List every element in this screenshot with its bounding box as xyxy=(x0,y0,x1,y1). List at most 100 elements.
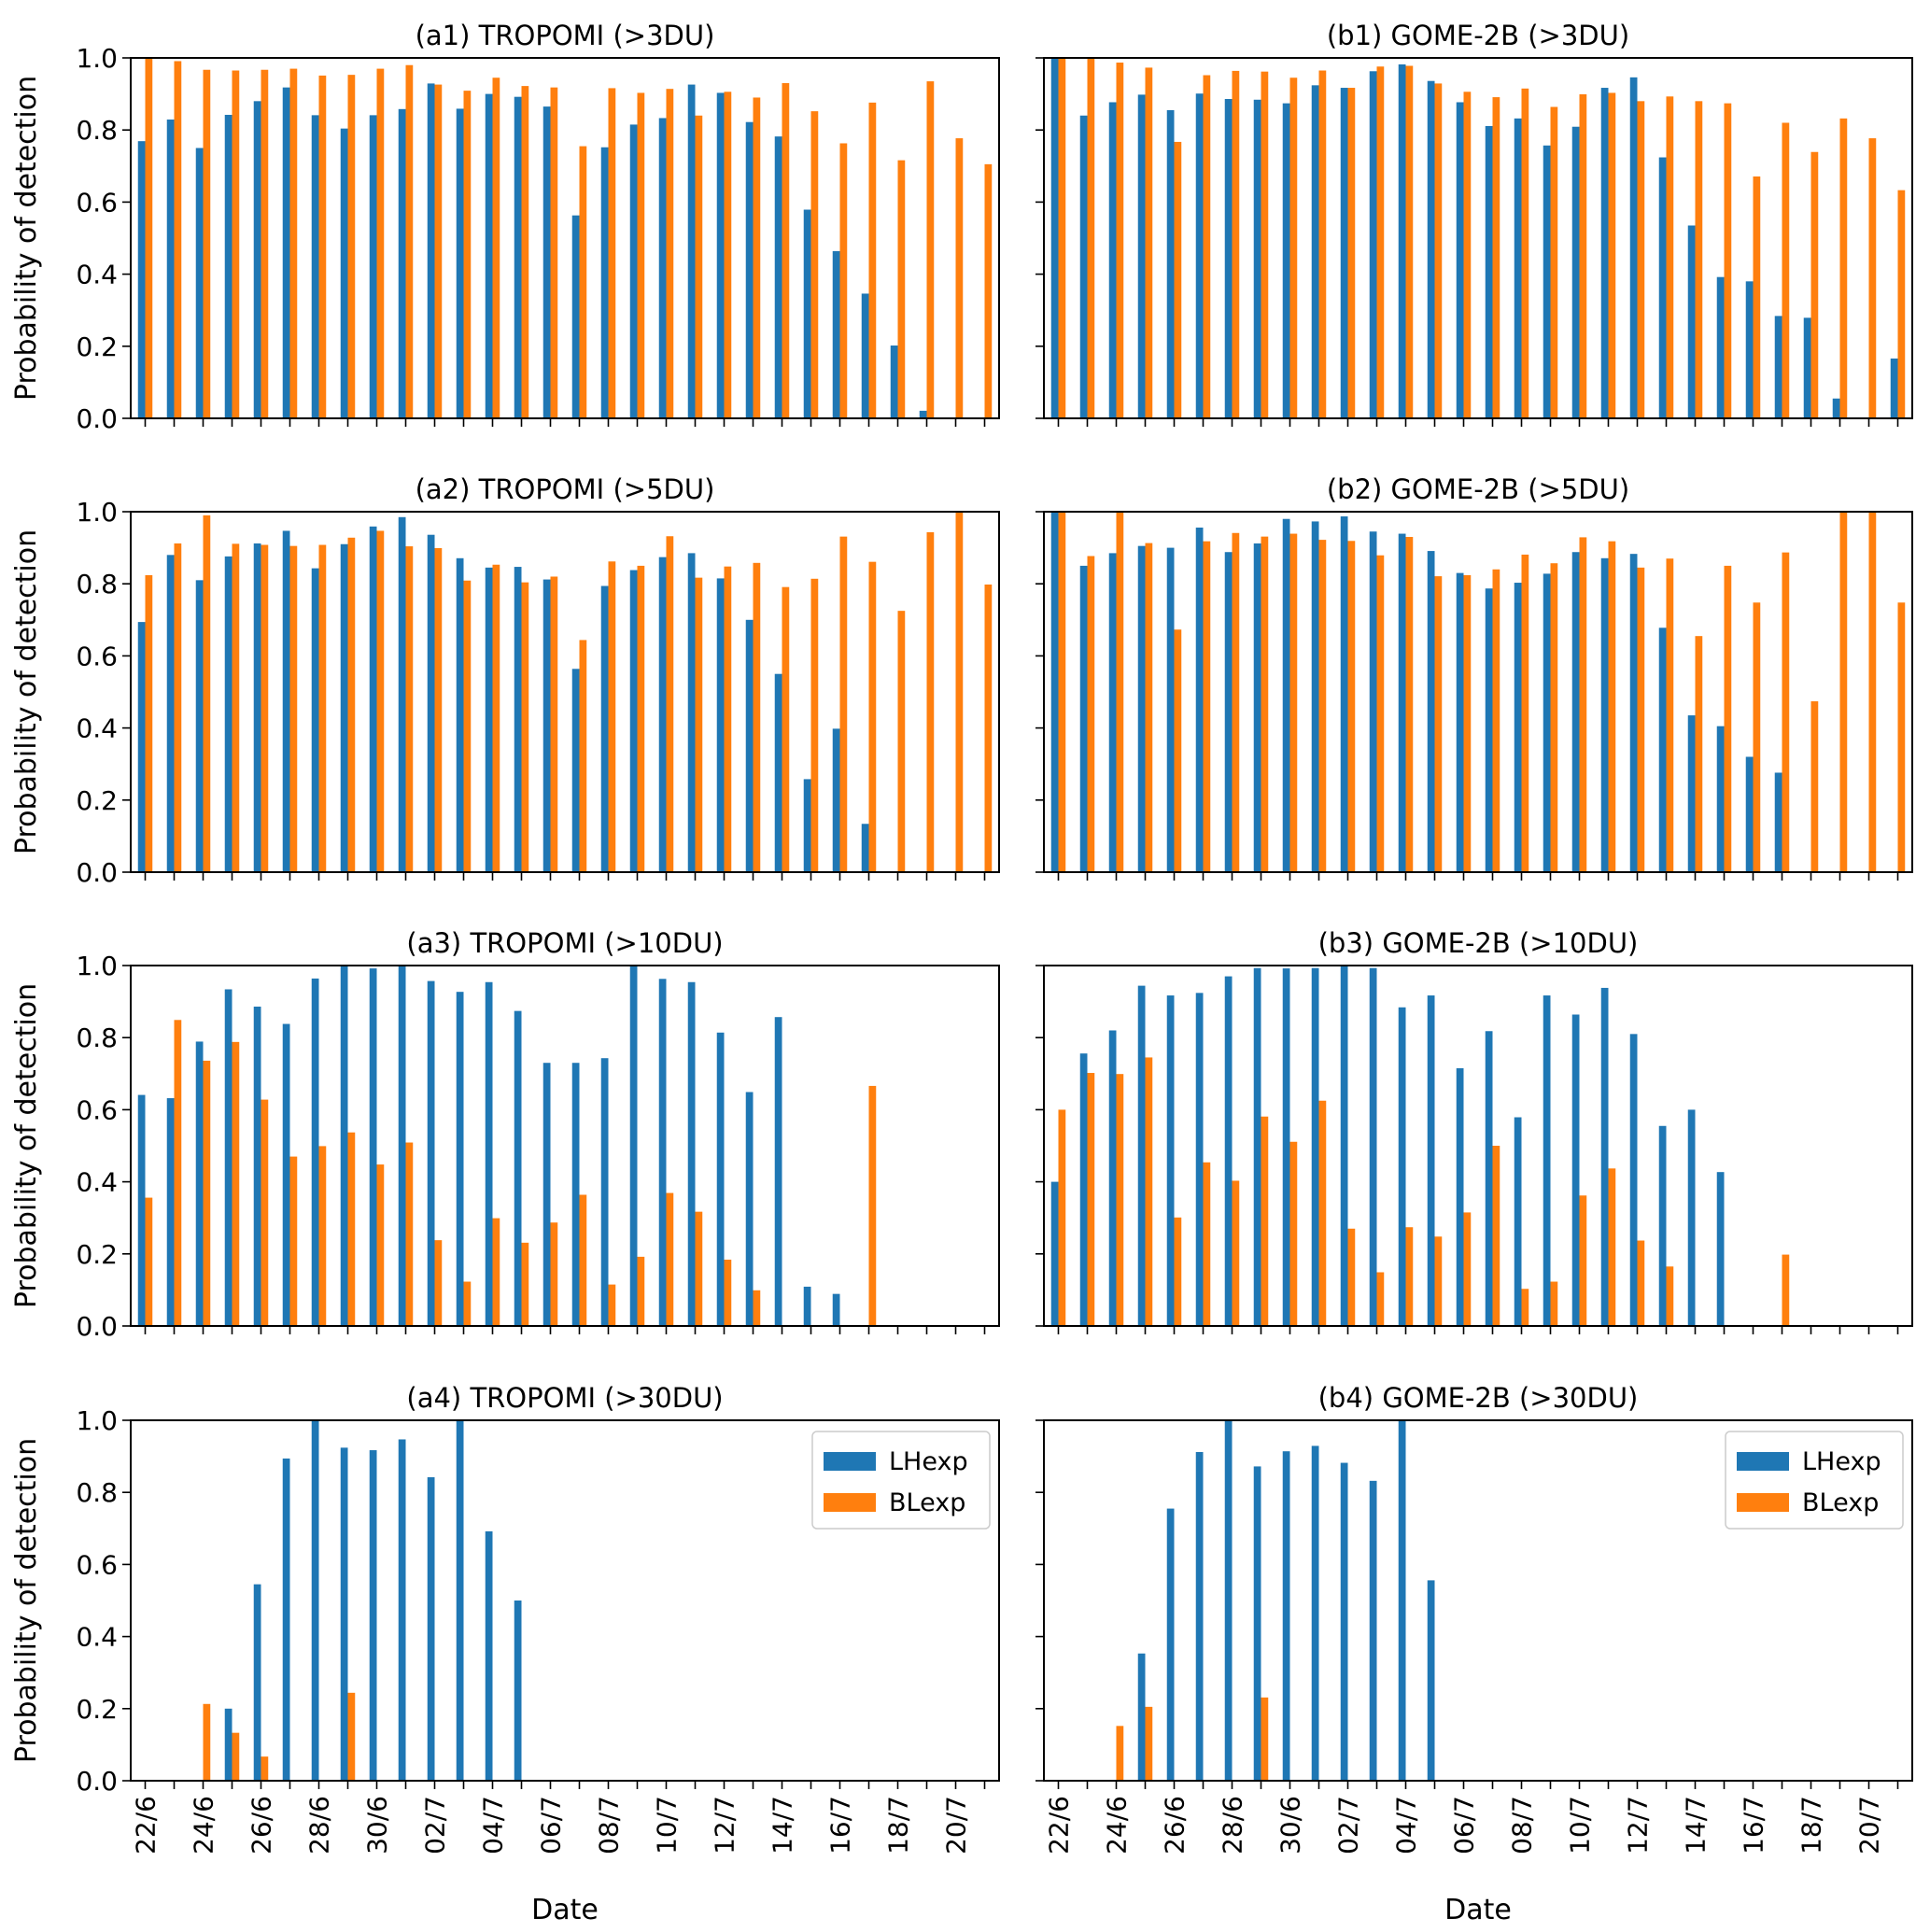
bar-LHexp-11/7 xyxy=(1600,88,1609,419)
bar-LHexp-04/7 xyxy=(485,981,493,1326)
bar-LHexp-06/7 xyxy=(542,1063,551,1326)
bar-BLexp-18/7 xyxy=(1810,701,1819,872)
bar-LHexp-24/6 xyxy=(1108,553,1117,872)
bar-BLexp-11/7 xyxy=(695,115,703,418)
bar-LHexp-29/6 xyxy=(1253,543,1261,872)
x-tick-label: 30/6 xyxy=(362,1796,393,1854)
bar-BLexp-27/6 xyxy=(1203,541,1211,872)
panel-a2: 0.0 0.2 0.4 0.6 0.8 1.0 (a2) TROPOMI (>5DU) Pro… xyxy=(10,473,1000,888)
bar-LHexp-23/6 xyxy=(1079,565,1088,872)
bar-LHexp-03/7 xyxy=(456,992,464,1326)
bar-LHexp-14/7 xyxy=(774,1017,782,1326)
bar-BLexp-22/6 xyxy=(145,58,153,418)
bar-BLexp-15/7 xyxy=(810,578,819,872)
legend-label-LHexp: LHexp xyxy=(1802,1447,1881,1476)
x-axis-label: Date xyxy=(1444,1894,1512,1926)
bar-LHexp-30/6 xyxy=(1282,518,1290,872)
panel-a1: 0.0 0.2 0.4 0.6 0.8 1.0 (a1) TROPOMI (>3DU) Pro… xyxy=(10,20,1000,434)
bar-LHexp-05/7 xyxy=(1427,995,1435,1326)
bar-BLexp-05/7 xyxy=(1434,83,1443,418)
bar-LHexp-14/7 xyxy=(774,673,782,872)
bar-BLexp-13/7 xyxy=(1666,1266,1674,1326)
bar-LHexp-01/7 xyxy=(1311,85,1319,418)
bar-LHexp-10/7 xyxy=(1571,1014,1580,1326)
bar-LHexp-01/7 xyxy=(1311,967,1319,1326)
bar-BLexp-24/6 xyxy=(203,1060,211,1326)
panel-title: (b4) GOME-2B (>30DU) xyxy=(1318,1382,1639,1414)
bar-BLexp-23/6 xyxy=(174,543,182,872)
panel-title: (a1) TROPOMI (>3DU) xyxy=(416,20,715,51)
bar-LHexp-23/6 xyxy=(1079,1053,1088,1326)
bar-LHexp-07/7 xyxy=(571,215,580,418)
bar-LHexp-14/7 xyxy=(774,136,782,418)
bar-BLexp-23/6 xyxy=(1087,1073,1095,1326)
bar-LHexp-05/7 xyxy=(514,567,522,872)
y-tick-label: 0.8 xyxy=(76,1022,118,1053)
bar-LHexp-30/6 xyxy=(1282,103,1290,419)
bar-BLexp-06/7 xyxy=(550,1222,558,1326)
bar-BLexp-03/7 xyxy=(1376,1272,1385,1326)
bar-LHexp-24/6 xyxy=(195,1041,204,1326)
bar-LHexp-15/7 xyxy=(1716,276,1725,418)
panel-title: (b2) GOME-2B (>5DU) xyxy=(1327,473,1629,505)
bar-LHexp-16/7 xyxy=(832,1293,840,1326)
y-tick-label: 0.0 xyxy=(76,857,118,888)
bar-LHexp-03/7 xyxy=(456,108,464,419)
x-tick-label: 04/7 xyxy=(1391,1796,1422,1854)
bar-BLexp-09/7 xyxy=(637,1256,645,1326)
bar-LHexp-06/7 xyxy=(542,579,551,872)
bar-LHexp-10/7 xyxy=(1571,126,1580,418)
legend-label-LHexp: LHexp xyxy=(889,1447,968,1476)
bar-LHexp-01/7 xyxy=(398,108,406,418)
bar-LHexp-12/7 xyxy=(716,578,725,872)
bar-BLexp-16/7 xyxy=(1753,176,1761,418)
bar-LHexp-16/7 xyxy=(832,250,840,418)
bar-BLexp-30/6 xyxy=(1289,78,1298,418)
bar-LHexp-05/7 xyxy=(514,1601,522,1781)
bar-BLexp-16/7 xyxy=(1753,602,1761,872)
bar-LHexp-13/7 xyxy=(745,619,754,872)
bar-LHexp-17/7 xyxy=(1774,316,1782,418)
bar-LHexp-15/7 xyxy=(1716,726,1725,872)
bar-BLexp-01/7 xyxy=(1318,540,1327,872)
bar-LHexp-13/7 xyxy=(745,1092,754,1326)
axes-frame xyxy=(130,965,1000,1327)
y-tick-label: 0.4 xyxy=(76,713,118,744)
axes-frame xyxy=(130,511,1000,873)
y-tick-label: 1.0 xyxy=(76,1405,118,1436)
bar-BLexp-09/7 xyxy=(1550,1281,1558,1326)
bar-LHexp-22/6 xyxy=(1050,58,1059,418)
x-tick-label: 28/6 xyxy=(304,1796,335,1854)
bar-BLexp-21/7 xyxy=(1897,602,1906,872)
bar-BLexp-15/7 xyxy=(1724,103,1732,419)
bar-LHexp-27/6 xyxy=(282,1023,290,1326)
bar-BLexp-17/7 xyxy=(868,1085,877,1326)
panel-title: (b1) GOME-2B (>3DU) xyxy=(1327,20,1629,51)
bar-LHexp-12/7 xyxy=(716,92,725,418)
bar-LHexp-22/6 xyxy=(137,141,146,418)
legend-swatch-LHexp xyxy=(824,1452,876,1471)
axes-frame xyxy=(1043,511,1913,873)
bar-BLexp-14/7 xyxy=(782,586,790,872)
bar-LHexp-23/6 xyxy=(166,120,175,419)
bar-LHexp-13/7 xyxy=(1658,1125,1667,1326)
bar-LHexp-02/7 xyxy=(1340,1462,1348,1781)
bar-BLexp-26/6 xyxy=(261,69,269,418)
bar-LHexp-01/7 xyxy=(1311,1445,1319,1781)
bar-LHexp-28/6 xyxy=(311,568,319,872)
bar-LHexp-06/7 xyxy=(1456,102,1464,418)
bar-BLexp-28/6 xyxy=(1232,1180,1240,1326)
bar-LHexp-29/6 xyxy=(340,1447,348,1781)
bar-BLexp-27/6 xyxy=(289,68,298,418)
bar-BLexp-28/6 xyxy=(318,544,327,872)
bar-LHexp-11/7 xyxy=(687,84,696,419)
x-tick-label: 14/7 xyxy=(1681,1796,1712,1854)
y-tick-label: 1.0 xyxy=(76,951,118,981)
bar-BLexp-07/7 xyxy=(1492,97,1500,418)
bar-BLexp-21/7 xyxy=(984,584,993,872)
bar-BLexp-08/7 xyxy=(608,88,616,418)
y-tick-label: 0.6 xyxy=(76,641,118,671)
panel-title: (a3) TROPOMI (>10DU) xyxy=(406,927,723,959)
y-tick-label: 0.8 xyxy=(76,115,118,146)
bar-LHexp-30/6 xyxy=(1282,968,1290,1326)
